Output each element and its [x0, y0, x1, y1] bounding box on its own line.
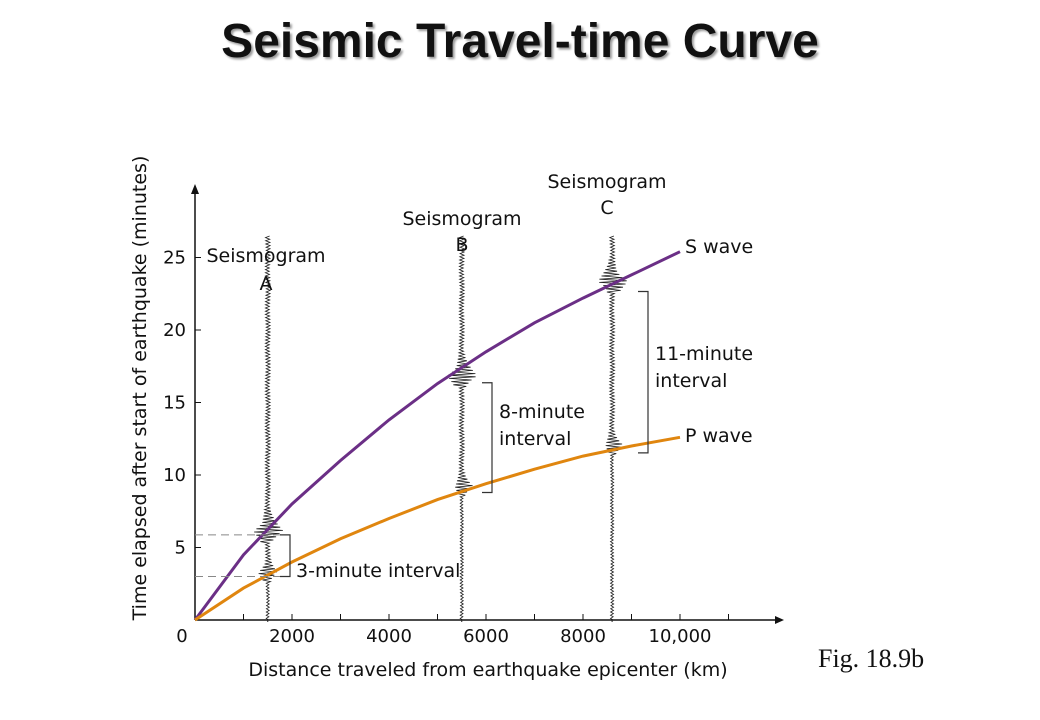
seismogram-b-trace: [447, 235, 476, 621]
p-wave-curve: [194, 435, 681, 622]
seismogram-c-letter: C: [600, 197, 613, 219]
seismogram-b-label: Seismogram: [402, 208, 521, 230]
x-tick-label: 2000: [269, 626, 315, 647]
interval-a-bracket: [280, 534, 291, 578]
s-wave-label: S wave: [685, 236, 753, 258]
interval-a-label: 3-minute interval: [296, 560, 460, 582]
chart-axes: [191, 184, 784, 624]
y-tick-label: 10: [163, 465, 186, 486]
slide-title: Seismic Travel-time Curve: [221, 15, 819, 68]
y-tick-label: 5: [175, 538, 186, 559]
seismogram-a-label: Seismogram: [206, 245, 325, 267]
s-wave-curve: [193, 250, 681, 621]
x-tick-label: 0: [176, 626, 187, 647]
x-tick-label: 8000: [560, 626, 606, 647]
seismogram-a-trace: [254, 235, 283, 621]
interval-c-bracket: [638, 290, 649, 454]
interval-c-label-line2: interval: [655, 370, 727, 392]
seismogram-a-letter: A: [260, 273, 273, 295]
interval-c-label-line1: 11-minute: [655, 343, 753, 365]
wave-curves: [193, 250, 681, 622]
x-axis-label: Distance traveled from earthquake epicen…: [248, 659, 727, 681]
seismogram-b-letter: B: [455, 234, 468, 256]
x-axis-arrow: [775, 616, 784, 624]
seismogram-c-trace: [599, 235, 627, 621]
interval-b-label-line1: 8-minute: [499, 401, 585, 423]
x-tick-label: 10,000: [649, 626, 712, 647]
y-tick-label: 20: [163, 320, 186, 341]
y-tick-label: 15: [163, 393, 186, 414]
interval-b-bracket: [482, 382, 493, 494]
chart-labels: 0 2000 4000 6000 8000 10,000 5 10 15 20 25 Distance…: [129, 156, 753, 681]
y-axis-arrow: [191, 184, 199, 194]
x-tick-label: 6000: [463, 626, 509, 647]
y-tick-label: 25: [163, 248, 186, 269]
figure-caption: Fig. 18.9b: [818, 644, 925, 673]
seismogram-c-label: Seismogram: [547, 171, 666, 193]
p-wave-label: P wave: [685, 425, 753, 447]
y-axis-label: Time elapsed after start of earthquake (…: [129, 156, 151, 622]
interval-b-label-line2: interval: [499, 428, 571, 450]
x-tick-label: 4000: [366, 626, 412, 647]
seismograms: [254, 235, 627, 622]
